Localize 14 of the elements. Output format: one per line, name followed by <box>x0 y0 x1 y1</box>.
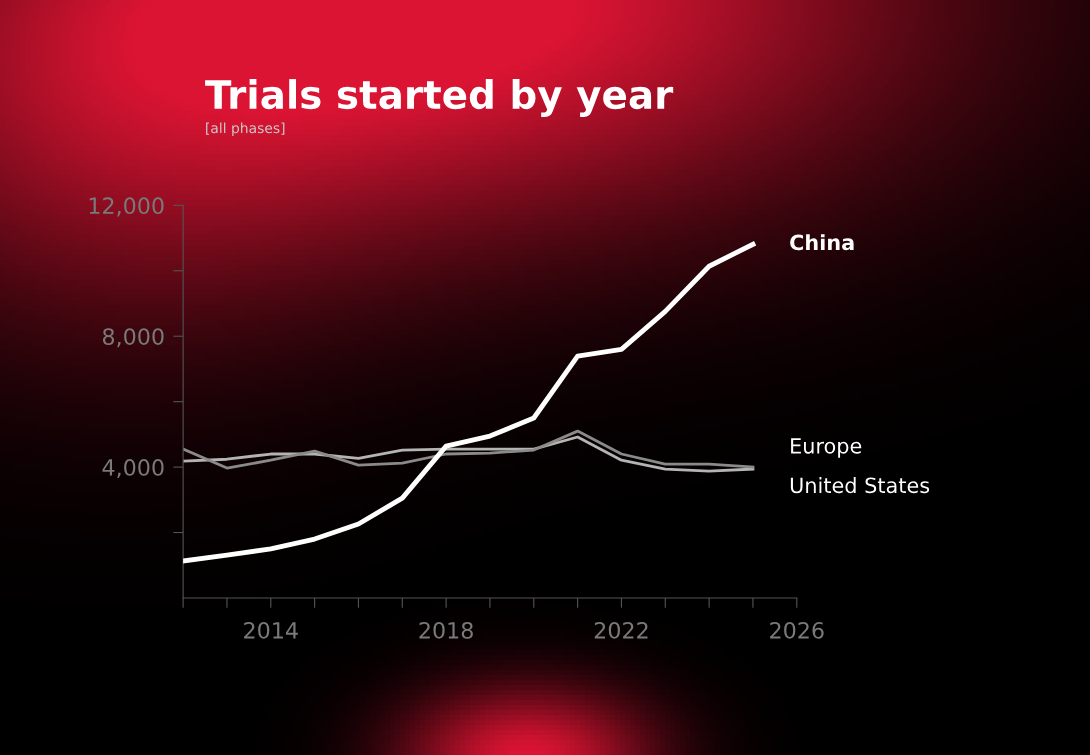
line-series <box>183 429 755 470</box>
x-tick-label: 2014 <box>244 621 298 639</box>
x-tick-label: 2022 <box>594 621 648 639</box>
chart-title: Trials started by year <box>205 79 674 118</box>
y-tick-label: 12,000 <box>89 197 164 217</box>
line-series <box>183 241 756 564</box>
y-tick-label: 8,000 <box>102 328 164 348</box>
y-tick-label: 4,000 <box>102 459 164 479</box>
x-tick-label: 2026 <box>770 621 824 639</box>
x-tick-label: 2018 <box>419 621 473 639</box>
series-label: United States <box>790 477 930 494</box>
series-label: China <box>790 234 854 251</box>
series-label: Europe <box>791 438 862 458</box>
chart-subtitle: [all phases] <box>206 122 285 136</box>
